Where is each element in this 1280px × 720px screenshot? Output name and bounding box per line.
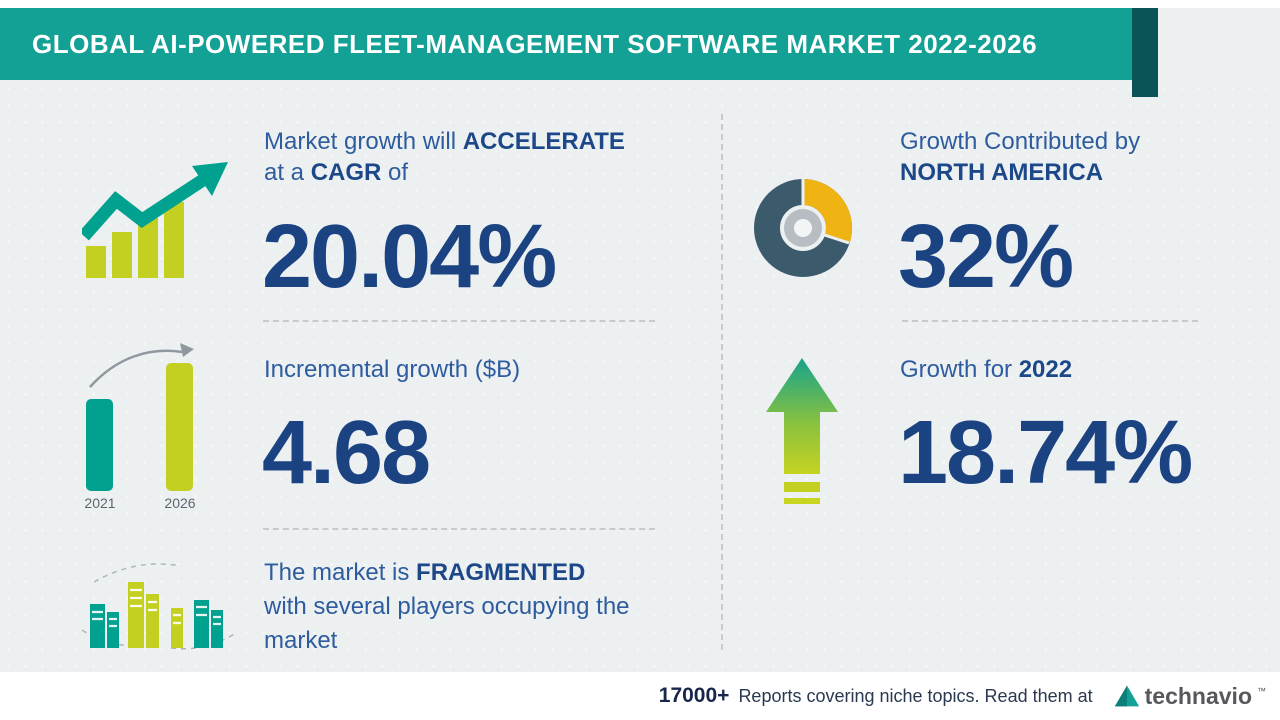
growth-label-text: Growth for — [900, 356, 1013, 383]
cagr-label-text-3: of — [388, 159, 409, 186]
cagr-label: Market growth will ACCELERATE at a CAGR … — [264, 126, 625, 188]
structure-text-2: with several players occupying the — [264, 593, 630, 620]
incremental-growth-label: Incremental growth ($B) — [264, 356, 521, 383]
cagr-label-accelerate: ACCELERATE — [462, 128, 625, 155]
header-accent-block — [1132, 8, 1158, 97]
incremental-bars-icon — [82, 343, 212, 491]
trademark-symbol: ™ — [1257, 686, 1266, 696]
column-divider — [721, 114, 723, 650]
market-structure-label: The market is FRAGMENTED with several pl… — [264, 556, 630, 658]
structure-text-3: market — [264, 627, 338, 654]
footer-bar: 17000+ Reports covering niche topics. Re… — [0, 672, 1280, 720]
cagr-value: 20.04% — [262, 207, 557, 307]
year-start-label: 2021 — [84, 495, 116, 511]
donut-chart-icon — [750, 175, 856, 281]
growth-2022-value: 18.74% — [898, 403, 1193, 503]
top-margin-strip — [0, 0, 1280, 8]
section-divider — [263, 320, 655, 322]
fragmented-market-icon — [76, 552, 241, 660]
header-banner: GLOBAL AI-POWERED FLEET-MANAGEMENT SOFTW… — [0, 8, 1132, 80]
structure-text-1: The market is — [264, 559, 410, 586]
cagr-label-text-2: at a — [264, 159, 305, 186]
growth-label-year: 2022 — [1018, 356, 1073, 383]
growth-chart-icon — [79, 160, 232, 278]
section-divider — [263, 528, 655, 530]
section-divider — [902, 320, 1198, 322]
up-arrow-icon — [766, 358, 838, 506]
reports-count: 17000+ — [658, 684, 730, 707]
footer-text: Reports covering niche topics. Read them… — [738, 685, 1093, 706]
technavio-logo: technavio ™ — [1114, 684, 1266, 708]
region-text-1: Growth Contributed by — [900, 128, 1141, 155]
page-title: GLOBAL AI-POWERED FLEET-MANAGEMENT SOFTW… — [32, 28, 1038, 59]
region-north-america: NORTH AMERICA — [900, 159, 1104, 186]
structure-fragmented: FRAGMENTED — [416, 559, 586, 586]
year-end-label: 2026 — [164, 495, 196, 511]
cagr-label-cagr: CAGR — [310, 159, 382, 186]
incremental-growth-value: 4.68 — [262, 403, 431, 503]
growth-2022-label: Growth for 2022 — [900, 354, 1072, 385]
technavio-triangle-icon — [1114, 685, 1139, 707]
cagr-label-text-1: Market growth will — [264, 128, 457, 155]
region-share-value: 32% — [898, 207, 1074, 307]
region-label: Growth Contributed by NORTH AMERICA — [900, 126, 1140, 188]
technavio-wordmark: technavio — [1144, 682, 1252, 709]
